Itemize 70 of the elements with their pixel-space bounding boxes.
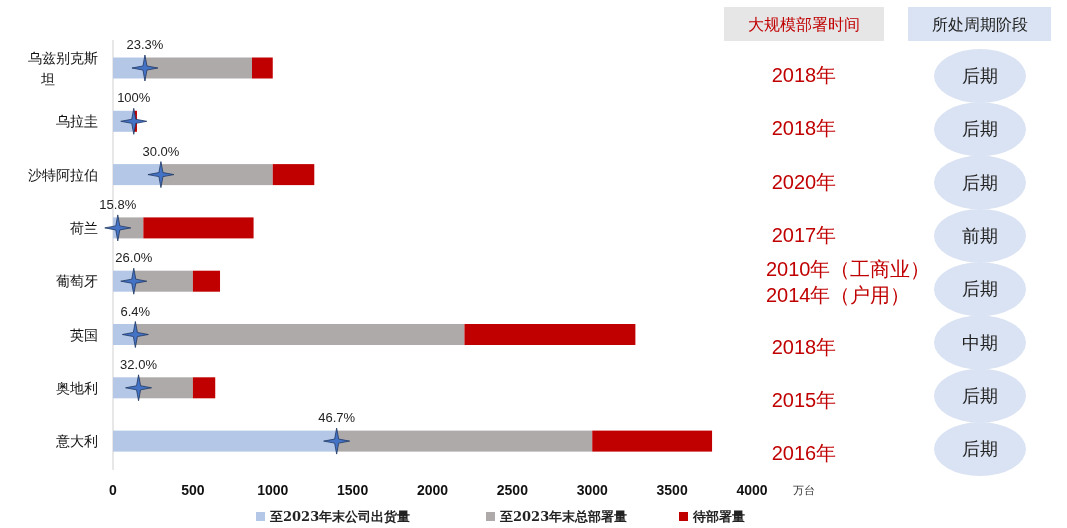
point <box>121 321 149 348</box>
text: 2016年 <box>771 442 837 465</box>
text: 中期 <box>962 331 998 353</box>
legend-label: 至2023年末总部署量 <box>499 509 628 524</box>
x-axis-title: 万台 <box>793 484 815 497</box>
point <box>120 107 148 135</box>
y-tick-label: 奥地利 <box>56 379 98 396</box>
text: 2020年 <box>771 170 837 193</box>
bar <box>144 57 252 79</box>
legend-label: 至2023年末公司出货量 <box>269 509 411 524</box>
x-tick-label: 500 <box>181 482 205 498</box>
text: 后期 <box>962 171 998 193</box>
bar <box>592 430 713 452</box>
annotation: 26.0% <box>115 250 153 266</box>
x-tick-label: 1000 <box>257 482 289 498</box>
annotation: 100% <box>117 90 151 106</box>
bar <box>336 430 593 452</box>
point <box>104 214 132 242</box>
y-tick-label: 意大利 <box>55 433 98 450</box>
y-tick-label: 荷兰 <box>70 219 98 236</box>
point <box>125 374 152 402</box>
text: 后期 <box>962 438 998 460</box>
text: 后期 <box>962 118 998 140</box>
point <box>147 161 175 188</box>
x-tick-label: 3000 <box>576 482 609 498</box>
bar <box>160 164 273 186</box>
text: 后期 <box>962 278 998 300</box>
bar <box>464 324 636 345</box>
text: 2018年 <box>771 117 837 140</box>
y-tick-label: 葡萄牙 <box>56 273 98 290</box>
bar <box>138 377 193 399</box>
legend-label: 待部署量 <box>692 509 745 524</box>
y-tick-label: 乌兹别克斯坦 <box>28 50 98 87</box>
x-tick-label: 2000 <box>416 482 449 498</box>
y-tick-label: 乌拉圭 <box>56 113 98 130</box>
annotation: 23.3% <box>126 37 164 52</box>
bar <box>272 164 315 186</box>
bar <box>192 270 221 292</box>
annotation: 30.0% <box>142 143 180 159</box>
x-tick-label: 1500 <box>337 482 369 498</box>
annotation: 32.0% <box>120 356 158 372</box>
x-tick-label: 0 <box>109 482 118 498</box>
bar <box>133 270 193 292</box>
text: 后期 <box>962 384 998 406</box>
bar <box>251 57 273 79</box>
text: 2015年 <box>771 388 837 411</box>
text: 前期 <box>962 224 998 246</box>
x-tick-label: 2500 <box>496 482 529 498</box>
x-tick-label: 3500 <box>656 482 688 498</box>
y-tick-label: 英国 <box>70 326 98 343</box>
text: 2010年（工商业） 2014年（户用） <box>766 258 931 307</box>
bar <box>192 377 216 399</box>
x-tick-label: 4000 <box>736 482 768 498</box>
bar <box>113 164 161 186</box>
annotation: 46.7% <box>318 410 356 426</box>
bar <box>143 217 254 239</box>
annotation: 6.4% <box>120 303 151 319</box>
text: 后期 <box>962 65 998 86</box>
point <box>120 267 148 295</box>
text: 2018年 <box>771 64 837 86</box>
bar <box>113 430 337 452</box>
text: 2017年 <box>771 223 837 246</box>
point <box>323 427 351 455</box>
annotation: 15.8% <box>99 196 137 212</box>
y-tick-label: 沙特阿拉伯 <box>28 166 98 183</box>
text: 大规模部署时间 <box>748 15 860 34</box>
point <box>131 54 159 82</box>
text: 2018年 <box>771 335 837 358</box>
bar <box>135 324 465 345</box>
text: 所处周期阶段 <box>931 15 1028 34</box>
